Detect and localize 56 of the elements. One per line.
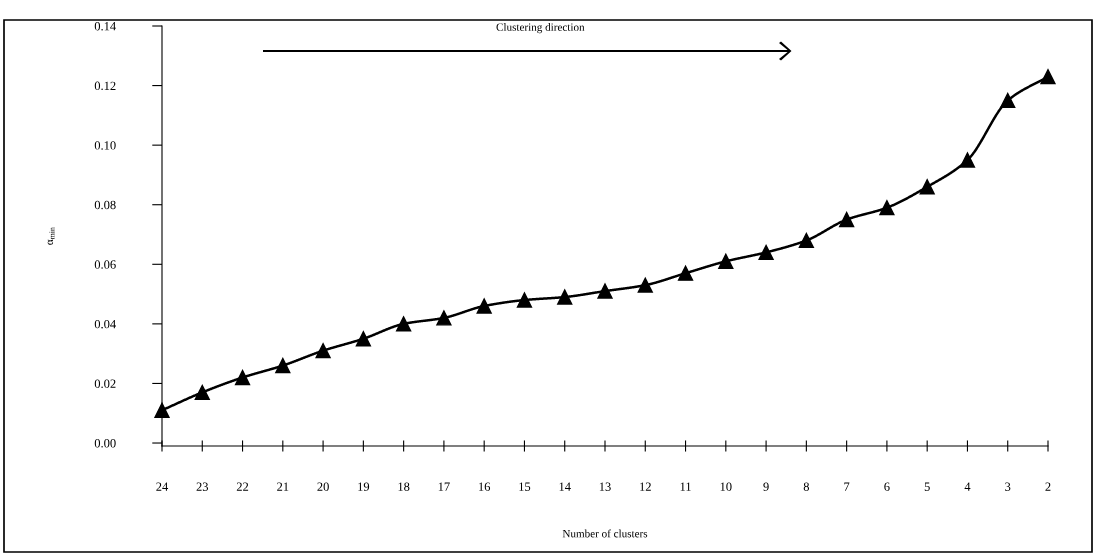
y-tick-label: 0.06 [94,260,116,269]
y-tick-label: 0.12 [94,81,116,91]
point [315,343,331,359]
point [798,232,815,249]
x-axis-title: Number of clusters [562,529,648,538]
point [355,331,372,347]
point [677,265,694,281]
point [557,289,573,305]
point [1040,68,1056,85]
x-tick-label: 11 [680,482,691,491]
point [959,152,976,168]
x-tick-label: 18 [398,482,410,491]
x-tick-label: 20 [317,482,329,491]
point [436,310,452,326]
point [838,211,855,228]
x-tick-label: 17 [438,482,450,491]
point [516,292,533,308]
y-tick-label: 0.10 [94,141,116,150]
point [395,316,412,332]
x-tick-label: 12 [640,482,651,491]
x-tick-label: 3 [1005,482,1011,491]
y-tick-label: 0.04 [94,319,116,329]
y-tick-label: 0.08 [94,200,116,210]
x-tick-label: 22 [236,482,249,491]
point [234,369,251,386]
x-tick-label: 16 [479,482,491,491]
point [597,283,613,299]
x-tick-label: 10 [720,482,732,491]
x-tick-label: 23 [196,482,209,491]
y-tick-label: 0.02 [94,379,116,388]
x-tick-label: 24 [156,482,169,491]
x-tick-label: 2 [1045,482,1051,491]
x-tick-label: 21 [277,482,289,491]
x-tick-label: 9 [763,482,769,491]
y-tick-label: 0.00 [94,439,116,448]
x-tick-label: 14 [559,482,571,491]
point [194,384,210,401]
point [476,298,492,314]
annotation: Clustering direction [496,23,585,34]
x-tick-label: 15 [519,482,531,491]
x-tick-label: 4 [964,482,971,491]
x-tick-label: 8 [803,482,810,491]
point [919,179,935,195]
x-tick-label: 13 [599,482,611,491]
point [758,244,774,261]
point [879,200,895,216]
point [637,277,653,293]
point [1000,92,1016,109]
point [275,357,291,374]
y-axis-title: α$_{min}$ [47,227,55,245]
x-tick-label: 6 [884,482,890,491]
y-tick-label: 0.14 [94,22,116,31]
x-tick-label: 19 [358,482,370,491]
point [718,253,734,269]
x-tick-label: 5 [924,482,930,491]
x-tick-label: 7 [844,482,850,491]
